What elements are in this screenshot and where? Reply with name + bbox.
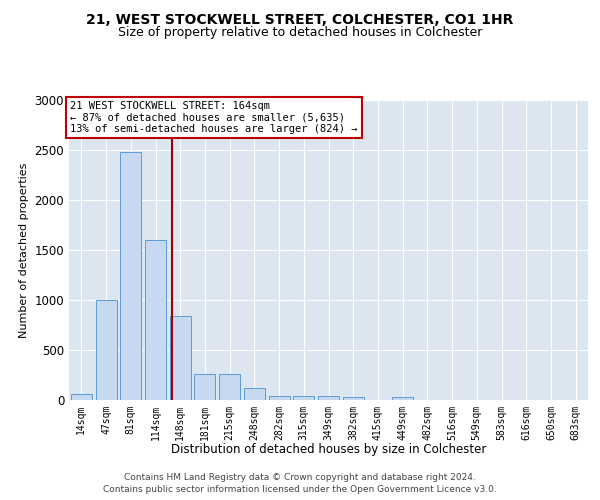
Bar [170,316,191,400]
Bar [392,397,413,400]
Bar [269,396,290,400]
Text: 21 WEST STOCKWELL STREET: 164sqm
← 87% of detached houses are smaller (5,635)
13: 21 WEST STOCKWELL STREET: 164sqm ← 87% o… [70,101,358,134]
Bar [219,374,240,400]
Bar [71,394,92,400]
Bar [194,374,215,400]
Text: Size of property relative to detached houses in Colchester: Size of property relative to detached ho… [118,26,482,39]
Bar [145,240,166,400]
Bar [95,300,116,400]
Text: Distribution of detached houses by size in Colchester: Distribution of detached houses by size … [171,442,487,456]
Y-axis label: Number of detached properties: Number of detached properties [19,162,29,338]
Text: Contains public sector information licensed under the Open Government Licence v3: Contains public sector information licen… [103,485,497,494]
Bar [318,396,339,400]
Text: Contains HM Land Registry data © Crown copyright and database right 2024.: Contains HM Land Registry data © Crown c… [124,472,476,482]
Bar [120,152,141,400]
Bar [293,396,314,400]
Bar [343,397,364,400]
Bar [244,388,265,400]
Text: 21, WEST STOCKWELL STREET, COLCHESTER, CO1 1HR: 21, WEST STOCKWELL STREET, COLCHESTER, C… [86,12,514,26]
